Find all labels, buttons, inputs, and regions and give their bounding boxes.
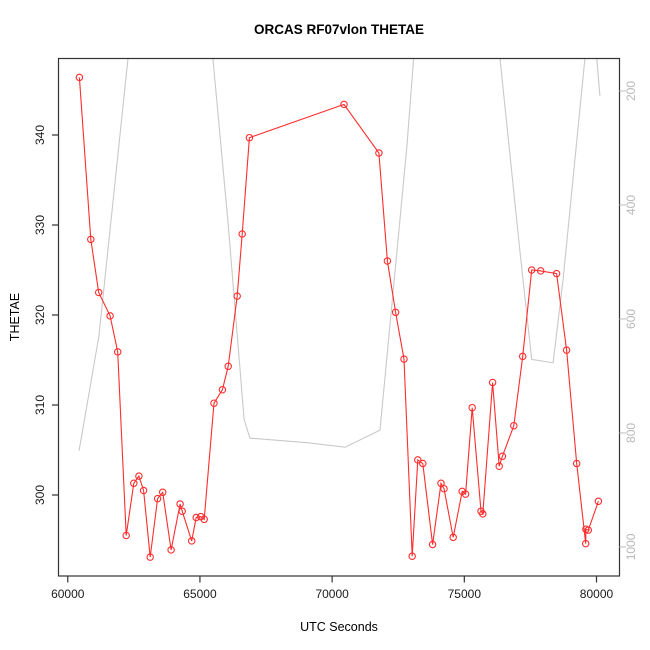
data-point-marker — [122, 531, 130, 540]
data-point-marker — [400, 355, 408, 363]
red-series-line — [78, 77, 599, 558]
data-point-marker — [178, 507, 186, 515]
data-point-marker — [468, 403, 476, 412]
data-point-marker — [200, 515, 208, 524]
x-axis-tick-label: 70000 — [315, 587, 349, 601]
data-point-marker — [572, 459, 581, 468]
y-axis-tick-label: 330 — [33, 215, 47, 235]
y-axis-tick-label: 320 — [33, 305, 47, 325]
x-axis-tick-label: 65000 — [183, 587, 217, 601]
data-point-marker — [113, 348, 122, 356]
data-point-marker — [518, 352, 527, 361]
data-point-marker — [238, 230, 246, 238]
data-point-marker — [135, 472, 143, 480]
data-point-marker — [130, 479, 138, 488]
data-point-marker — [187, 537, 196, 545]
y-axis-tick-label: 300 — [33, 485, 47, 505]
data-point-marker — [383, 257, 392, 265]
data-point-marker — [449, 533, 457, 542]
data-point-marker — [527, 266, 536, 274]
x-axis-tick-label: 60000 — [51, 587, 85, 601]
data-point-marker — [210, 399, 218, 407]
data-point-marker — [106, 312, 114, 320]
data-point-marker — [562, 346, 571, 354]
right-axis-tick-label: 800 — [624, 423, 638, 443]
data-point-marker — [495, 462, 503, 470]
data-point-marker — [536, 267, 545, 275]
data-point-marker — [414, 456, 422, 464]
data-point-marker — [391, 308, 400, 317]
data-point-marker — [94, 288, 103, 297]
data-point-marker — [375, 149, 383, 157]
right-axis-tick-label: 1000 — [624, 533, 638, 560]
data-point-marker — [594, 497, 603, 506]
data-point-marker — [224, 362, 232, 371]
data-point-marker — [408, 552, 416, 560]
data-point-marker — [146, 553, 154, 561]
data-point-marker — [192, 513, 200, 522]
plot-border — [57, 57, 621, 577]
data-point-marker — [581, 539, 590, 548]
chart-title: ORCAS RF07vlon THETAE — [253, 22, 424, 37]
data-point-marker — [75, 73, 84, 82]
gray-series-line — [212, 58, 415, 448]
data-point-marker — [440, 484, 448, 493]
data-point-marker — [510, 421, 518, 430]
data-point-marker — [233, 292, 241, 300]
data-point-marker — [584, 526, 593, 534]
x-axis-tick-label: 75000 — [448, 587, 482, 601]
data-point-marker — [245, 133, 254, 142]
data-point-marker — [340, 100, 348, 109]
gray-series-line — [499, 58, 586, 364]
right-axis-tick-label: 200 — [624, 81, 638, 101]
gray-series-line — [78, 58, 129, 451]
data-point-marker — [158, 488, 167, 497]
right-axis-tick-label: 600 — [624, 309, 638, 329]
data-point-marker — [419, 459, 427, 468]
x-axis-tick-label: 80000 — [580, 587, 614, 601]
data-point-marker — [153, 494, 162, 503]
data-point-marker — [461, 490, 470, 498]
data-point-marker — [139, 486, 148, 495]
data-point-marker — [488, 378, 497, 387]
y-axis-tick-label: 340 — [33, 125, 47, 145]
gray-series-line — [596, 58, 601, 97]
right-axis-tick-label: 400 — [624, 195, 638, 215]
data-point-marker — [167, 546, 175, 554]
data-point-marker — [479, 510, 487, 518]
data-point-marker — [176, 500, 184, 508]
data-point-marker — [552, 269, 561, 278]
x-axis-label: UTC Seconds — [300, 620, 378, 634]
data-point-marker — [498, 452, 507, 461]
y-axis-tick-label: 310 — [33, 395, 47, 415]
data-point-marker — [87, 235, 95, 244]
data-point-marker — [428, 540, 437, 549]
data-point-marker — [218, 385, 227, 394]
